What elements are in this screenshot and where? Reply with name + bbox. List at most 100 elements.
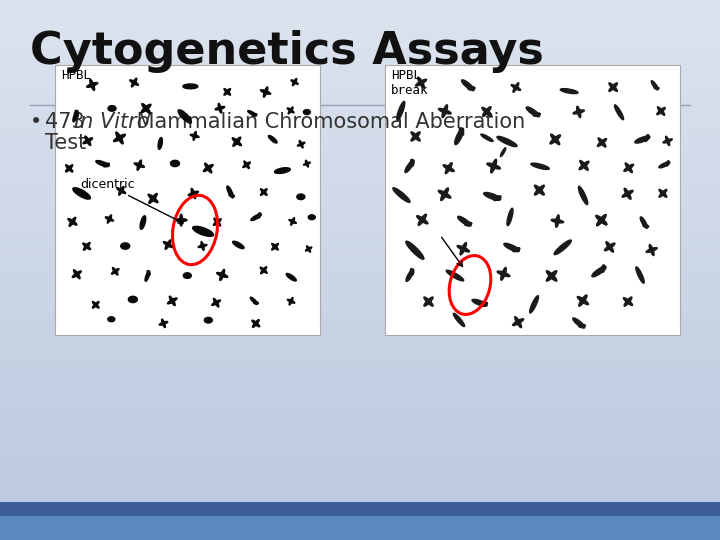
Bar <box>0 82 720 85</box>
Ellipse shape <box>203 165 213 172</box>
Bar <box>0 143 720 146</box>
Bar <box>0 443 720 447</box>
Bar <box>0 276 720 279</box>
Ellipse shape <box>261 90 271 94</box>
Ellipse shape <box>507 208 513 226</box>
Ellipse shape <box>253 320 259 327</box>
Bar <box>0 96 720 99</box>
Bar <box>0 240 720 243</box>
Bar <box>0 476 720 479</box>
Ellipse shape <box>107 215 112 223</box>
Ellipse shape <box>526 107 539 117</box>
Bar <box>0 219 720 221</box>
Bar <box>0 361 720 363</box>
Bar <box>0 262 720 265</box>
Bar <box>0 204 720 207</box>
Ellipse shape <box>105 217 114 221</box>
Bar <box>0 436 720 439</box>
Bar <box>0 264 720 266</box>
Bar <box>0 440 720 443</box>
Bar <box>0 512 720 515</box>
Bar <box>0 352 720 355</box>
Bar <box>0 273 720 275</box>
Ellipse shape <box>468 87 475 90</box>
Ellipse shape <box>601 265 605 272</box>
Bar <box>0 478 720 481</box>
Bar <box>0 17 720 20</box>
Ellipse shape <box>141 104 151 113</box>
Ellipse shape <box>622 190 633 197</box>
Ellipse shape <box>424 297 433 306</box>
Ellipse shape <box>96 160 109 167</box>
Ellipse shape <box>254 302 258 304</box>
Bar <box>0 503 720 506</box>
Bar <box>0 249 720 252</box>
Bar <box>0 508 720 511</box>
Bar <box>0 154 720 157</box>
Ellipse shape <box>551 134 559 145</box>
Ellipse shape <box>287 108 294 113</box>
Bar <box>0 183 720 185</box>
Ellipse shape <box>142 104 150 113</box>
Bar <box>0 107 720 110</box>
Bar <box>0 51 720 54</box>
Ellipse shape <box>258 213 261 218</box>
Ellipse shape <box>649 245 654 255</box>
Bar <box>0 199 720 201</box>
Bar <box>0 100 720 103</box>
Ellipse shape <box>243 162 251 167</box>
Bar <box>0 188 720 191</box>
Ellipse shape <box>159 321 168 325</box>
Bar <box>0 220 720 223</box>
Bar <box>0 134 720 137</box>
Ellipse shape <box>119 186 124 195</box>
Bar <box>0 260 720 263</box>
Bar <box>0 119 720 123</box>
Bar <box>0 470 720 474</box>
Bar <box>0 75 720 77</box>
Bar <box>0 226 720 228</box>
Ellipse shape <box>180 214 183 226</box>
Bar <box>0 80 720 83</box>
Ellipse shape <box>481 134 493 141</box>
Ellipse shape <box>117 188 126 193</box>
Ellipse shape <box>297 142 305 146</box>
Ellipse shape <box>441 188 449 200</box>
Ellipse shape <box>560 89 578 93</box>
Bar <box>0 517 720 520</box>
Ellipse shape <box>500 267 506 280</box>
Ellipse shape <box>73 270 80 279</box>
Bar <box>0 303 720 306</box>
Ellipse shape <box>261 267 266 274</box>
Ellipse shape <box>104 163 109 167</box>
Ellipse shape <box>158 138 163 150</box>
Ellipse shape <box>83 138 93 144</box>
Ellipse shape <box>130 80 138 85</box>
Bar <box>0 145 720 147</box>
Bar <box>0 373 720 376</box>
Bar <box>0 274 720 277</box>
Bar <box>0 497 720 501</box>
Bar <box>0 208 720 211</box>
Bar <box>0 285 720 288</box>
Bar <box>0 424 720 427</box>
Ellipse shape <box>443 165 454 172</box>
Bar <box>0 323 720 326</box>
Ellipse shape <box>640 217 647 228</box>
Bar <box>0 524 720 528</box>
Bar <box>0 136 720 139</box>
Bar <box>0 301 720 304</box>
Bar <box>0 33 720 36</box>
Ellipse shape <box>579 295 587 306</box>
Bar <box>0 271 720 274</box>
Ellipse shape <box>217 273 228 278</box>
Ellipse shape <box>227 186 233 198</box>
Ellipse shape <box>218 103 222 113</box>
Ellipse shape <box>214 218 220 226</box>
Ellipse shape <box>609 83 617 91</box>
Ellipse shape <box>92 301 99 308</box>
Bar <box>0 161 720 164</box>
Ellipse shape <box>140 216 145 229</box>
Ellipse shape <box>406 269 414 281</box>
Ellipse shape <box>531 163 549 170</box>
